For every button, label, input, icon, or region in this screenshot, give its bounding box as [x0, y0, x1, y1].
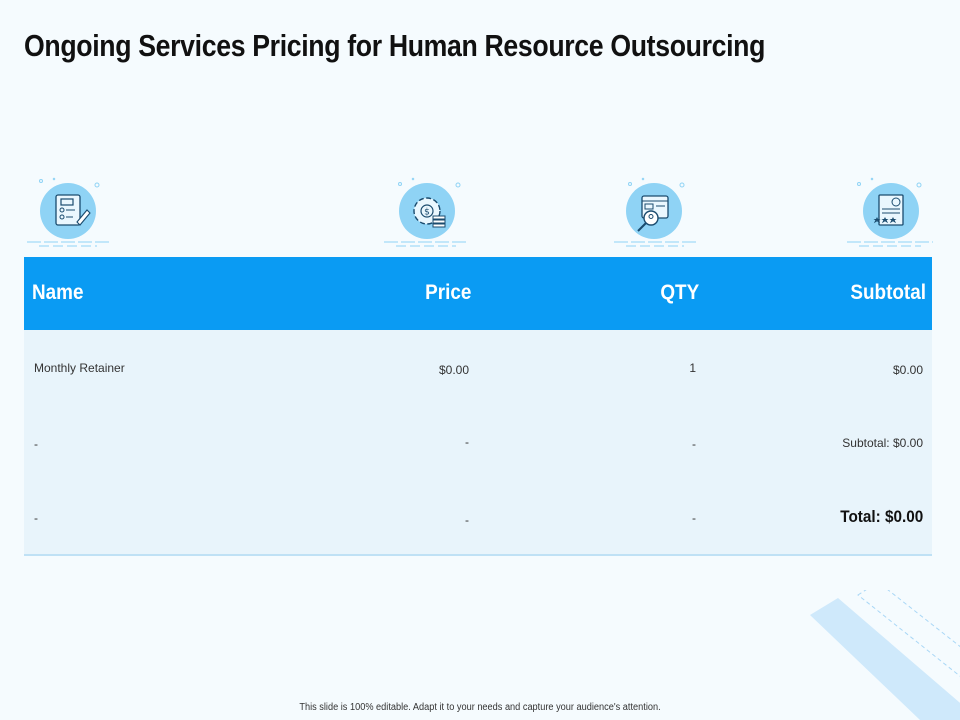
decorative-stripes — [790, 590, 960, 720]
table-cell-qty: - — [692, 511, 696, 525]
header-subtotal: Subtotal — [850, 281, 926, 304]
table-cell-subtotal-label: Subtotal: $0.00 — [842, 436, 923, 450]
table-header: Name Price QTY Subtotal — [24, 257, 932, 330]
page-title: Ongoing Services Pricing for Human Resou… — [24, 28, 766, 63]
certificate-rating-icon — [843, 176, 939, 252]
total-value: Total: $0.00 — [839, 507, 923, 526]
web-search-user-icon — [606, 176, 702, 252]
table-cell-name: - — [34, 511, 38, 525]
header-qty: QTY — [660, 281, 699, 304]
checklist-document-icon — [17, 176, 113, 252]
svg-text:$: $ — [424, 208, 430, 218]
table-cell-subtotal: $0.00 — [892, 363, 923, 377]
table-cell-qty: - — [692, 437, 696, 451]
table-cell-price: - — [465, 513, 469, 527]
table-cell-name: Monthly Retainer — [34, 361, 125, 375]
table-cell-price: - — [465, 435, 469, 449]
footer-note: This slide is 100% editable. Adapt it to… — [299, 702, 661, 713]
header-price: Price — [424, 281, 471, 304]
gear-dollar-icon: $ — [378, 176, 474, 252]
table-cell-name: - — [34, 437, 38, 451]
header-name: Name — [32, 281, 84, 304]
table-cell-qty: 1 — [689, 361, 696, 375]
table-cell-price: $0.00 — [438, 363, 469, 377]
pricing-table: Name Price QTY Subtotal Monthly Retainer… — [24, 257, 932, 556]
